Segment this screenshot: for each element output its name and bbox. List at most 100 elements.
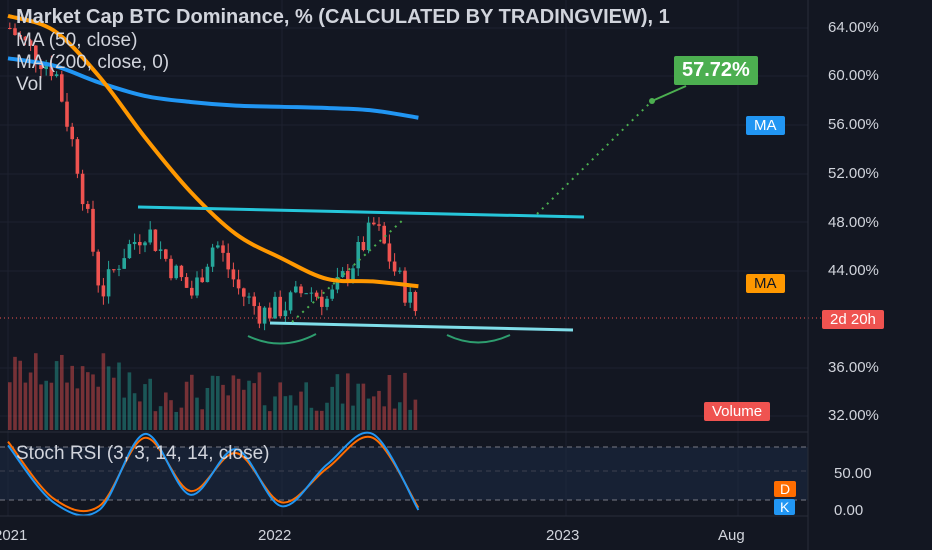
candle-body	[158, 249, 163, 251]
stoch-tick: 50.00	[834, 465, 872, 482]
volume-bar	[273, 396, 277, 430]
volume-bar	[18, 360, 22, 430]
price-tick: 64.00%	[828, 19, 879, 36]
volume-bar	[112, 377, 116, 430]
volume-bar	[304, 382, 308, 430]
volume-bar	[216, 376, 220, 430]
price-tick: 36.00%	[828, 359, 879, 376]
price-tick: 60.00%	[828, 67, 879, 84]
volume-bar	[320, 410, 324, 430]
time-tick: 2022	[258, 527, 291, 544]
price-tick: 32.00%	[828, 407, 879, 424]
volume-bar	[377, 390, 381, 430]
candle-body	[216, 245, 220, 248]
legend-ma200[interactable]: MA (200, close, 0)	[16, 52, 170, 73]
volume-bar	[190, 374, 194, 430]
time-axis[interactable]: 2021 2022 2023 Aug	[0, 527, 745, 544]
target-leader	[651, 85, 687, 102]
candle-body	[273, 296, 277, 319]
volume-bar	[221, 384, 225, 430]
volume-bar	[262, 405, 267, 430]
target-point	[649, 98, 655, 104]
volume-bar	[23, 382, 28, 430]
volume-bar	[195, 397, 199, 430]
volume-bar	[408, 409, 412, 430]
volume-bar	[403, 372, 407, 430]
candle-body	[49, 65, 54, 77]
volume-bar	[257, 372, 262, 430]
candle-body	[117, 268, 121, 270]
volume-bar	[268, 411, 272, 430]
candle-body	[148, 229, 152, 243]
stoch-band	[0, 447, 808, 500]
legend-stoch-rsi[interactable]: Stoch RSI (3, 3, 14, 14, close)	[16, 443, 270, 464]
volume-bar	[184, 381, 189, 430]
volume-bar	[91, 374, 95, 430]
price-axis[interactable]: 64.00% 60.00% 56.00% 52.00% 48.00% 44.00…	[828, 19, 879, 519]
candle-body	[382, 225, 386, 244]
candle-body	[361, 241, 366, 251]
volume-bar	[247, 380, 251, 430]
candle-body	[366, 222, 371, 251]
stoch-d-tag: D	[774, 481, 797, 497]
candle-body	[18, 35, 22, 37]
volume-bar	[392, 408, 397, 430]
ma200-line	[7, 56, 419, 120]
candle-body	[179, 265, 184, 278]
candle-body	[127, 244, 132, 259]
candle-body	[247, 296, 251, 298]
candle-body	[330, 289, 334, 299]
volume-bars	[8, 353, 418, 430]
candle-body	[195, 277, 199, 296]
candle-body	[8, 28, 12, 29]
volume-bar	[49, 382, 54, 430]
legend-ma50[interactable]: MA (50, close)	[16, 30, 138, 51]
time-tick: 2021	[0, 527, 27, 544]
candle-body	[226, 252, 230, 270]
volume-bar	[372, 396, 376, 430]
candle-body	[210, 247, 215, 267]
candle-body	[153, 229, 158, 251]
volume-bar	[294, 405, 298, 430]
volume-bar	[158, 406, 163, 430]
candle-body	[268, 307, 272, 319]
time-tick: 2023	[546, 527, 579, 544]
target-price-tag[interactable]: 57.72%	[674, 56, 758, 85]
candle-body	[122, 258, 126, 269]
volume-bar	[314, 410, 319, 430]
volume-bar	[366, 398, 371, 430]
candle-body	[28, 40, 33, 46]
candle-body	[325, 298, 329, 307]
candle-body	[96, 251, 100, 286]
legend-volume[interactable]: Vol	[16, 74, 43, 95]
resistance-trendline[interactable]	[137, 205, 585, 219]
candle-body	[377, 224, 381, 226]
candle-body	[304, 293, 308, 295]
cup-left-arc	[247, 333, 317, 345]
candle-body	[372, 222, 376, 225]
stoch-k-tag: K	[774, 499, 796, 515]
volume-bar	[106, 366, 111, 430]
price-tick: 56.00%	[828, 116, 879, 133]
volume-bar	[299, 391, 303, 430]
candle-body	[143, 242, 147, 246]
ma50-axis-tag: MA	[746, 274, 785, 293]
candle-body	[44, 65, 48, 70]
target-projection	[536, 100, 653, 215]
candle-body	[34, 45, 38, 64]
candle-body	[335, 277, 340, 290]
volume-bar	[356, 383, 360, 430]
volume-bar	[242, 389, 246, 430]
candle-body	[320, 296, 324, 307]
candle-body	[23, 36, 28, 41]
candle-body	[231, 269, 236, 280]
price-tick: 52.00%	[828, 165, 879, 182]
candle-body	[164, 249, 168, 259]
volume-bar	[101, 353, 106, 430]
candle-body	[346, 271, 350, 281]
volume-bar	[382, 406, 386, 430]
volume-bar	[340, 403, 345, 430]
candle-body	[294, 286, 298, 293]
support-trendline[interactable]	[269, 321, 574, 332]
